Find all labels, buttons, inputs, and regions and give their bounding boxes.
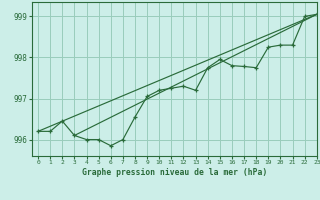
X-axis label: Graphe pression niveau de la mer (hPa): Graphe pression niveau de la mer (hPa) <box>82 168 267 177</box>
